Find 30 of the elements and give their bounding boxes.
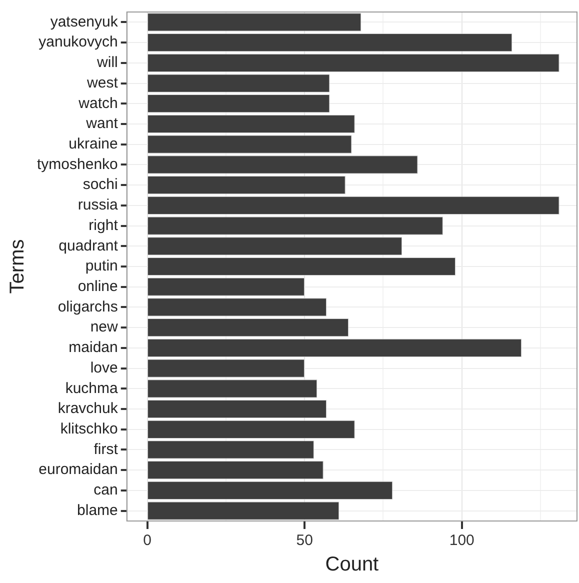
x-axis-title: Count — [325, 554, 380, 576]
y-tick-label: quadrant — [58, 237, 119, 254]
y-tick-label: tymoshenko — [37, 156, 118, 173]
y-tick-label: yanukovych — [38, 34, 118, 51]
y-tick-label: new — [90, 318, 118, 336]
y-tick-label: kravchuk — [58, 400, 118, 418]
y-tick-label: watch — [78, 94, 118, 112]
x-tick-label: 100 — [449, 532, 474, 550]
y-tick-label: love — [90, 359, 118, 376]
y-tick-label: ukraine — [68, 135, 118, 152]
y-tick-label: oligarchs — [58, 298, 118, 316]
x-tick-label: 0 — [143, 532, 152, 550]
y-tick-label: first — [94, 440, 119, 458]
y-tick-label: blame — [77, 502, 118, 519]
y-tick-label: want — [85, 115, 119, 132]
y-tick-label: euromaidan — [38, 461, 118, 478]
y-tick-label: yatsenyuk — [50, 13, 118, 30]
y-tick-label: will — [96, 54, 118, 72]
y-tick-label: can — [94, 482, 118, 499]
y-tick-label: west — [86, 74, 119, 92]
y-tick-label: russia — [78, 196, 119, 214]
y-tick-label: sochi — [82, 176, 118, 194]
y-tick-label: right — [88, 216, 119, 234]
y-tick-label: putin — [85, 258, 118, 275]
y-tick-label: klitschko — [60, 420, 118, 438]
y-tick-label: online — [78, 278, 118, 295]
x-tick-label: 50 — [296, 532, 313, 550]
y-tick-label: kuchma — [65, 380, 119, 397]
y-tick-label: maidan — [68, 339, 118, 356]
y-axis-title: Terms — [6, 239, 29, 294]
